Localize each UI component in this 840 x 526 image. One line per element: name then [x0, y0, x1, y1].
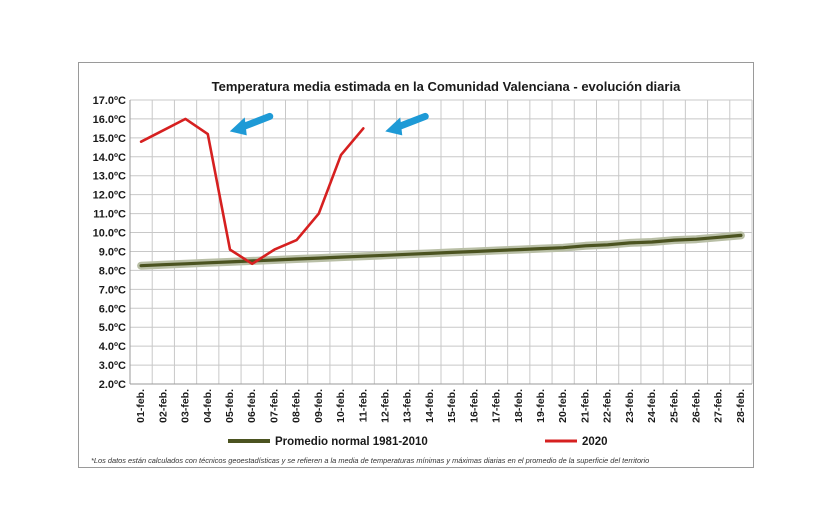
x-tick-label: 09-feb.	[313, 389, 325, 423]
annotations	[229, 112, 429, 136]
y-axis-ticks: 2.0ºC 3.0ºC 4.0ºC 5.0ºC 6.0ºC 7.0ºC 8.0ºC 9.0ºC…	[93, 95, 126, 391]
legend-label-2020: 2020	[582, 436, 608, 448]
x-tick-label: 26-feb.	[690, 389, 702, 423]
x-tick-label: 10-feb.	[335, 389, 347, 423]
y-tick-label: 9.0ºC	[99, 246, 126, 258]
x-tick-label: 07-feb.	[268, 389, 280, 423]
y-tick-label: 11.0ºC	[93, 209, 126, 221]
x-tick-label: 16-feb.	[468, 389, 480, 423]
x-tick-label: 01-feb.	[135, 389, 147, 423]
arrow-annotation-head	[385, 117, 403, 136]
y-tick-label: 16.0ºC	[93, 114, 126, 126]
series	[137, 117, 745, 270]
x-axis-ticks: 01-feb. 02-feb. 03-feb. 04-feb. 05-feb. 06-fe…	[135, 389, 747, 423]
y-tick-label: 7.0ºC	[99, 284, 126, 296]
y-tick-label: 8.0ºC	[99, 265, 126, 277]
x-tick-label: 20-feb.	[557, 389, 569, 423]
x-tick-label: 22-feb.	[602, 389, 614, 423]
x-tick-label: 27-feb.	[713, 389, 725, 423]
x-tick-label: 05-feb.	[224, 389, 236, 423]
x-tick-label: 24-feb.	[646, 389, 658, 423]
x-tick-label: 15-feb.	[446, 389, 458, 423]
y-tick-label: 4.0ºC	[99, 341, 126, 353]
x-tick-label: 17-feb.	[491, 389, 503, 423]
y-tick-label: 3.0ºC	[99, 360, 126, 372]
y-tick-label: 15.0ºC	[93, 133, 126, 145]
series-line-normal	[139, 233, 743, 268]
legend: Promedio normal 1981-2010 2020	[228, 436, 608, 448]
x-tick-label: 19-feb.	[535, 389, 547, 423]
x-tick-label: 14-feb.	[424, 389, 436, 423]
x-tick-label: 06-feb.	[246, 389, 258, 423]
arrow-annotation-head	[229, 117, 247, 136]
chart-title: Temperatura media estimada en la Comunid…	[212, 79, 681, 94]
grid	[129, 99, 753, 385]
x-tick-label: 03-feb.	[180, 389, 192, 423]
x-tick-label: 23-feb.	[624, 389, 636, 423]
x-tick-label: 04-feb.	[202, 389, 214, 423]
series-line-2020	[139, 117, 365, 266]
y-tick-label: 12.0ºC	[93, 190, 126, 202]
footnote: *Los datos están calculados con técnicos…	[91, 456, 649, 465]
x-tick-label: 25-feb.	[668, 389, 680, 423]
y-tick-label: 6.0ºC	[99, 303, 126, 315]
y-tick-label: 14.0ºC	[93, 152, 126, 164]
y-tick-label: 5.0ºC	[99, 322, 126, 334]
x-tick-label: 28-feb.	[735, 389, 747, 423]
x-tick-label: 13-feb.	[402, 389, 414, 423]
x-tick-label: 11-feb.	[357, 389, 369, 422]
y-tick-label: 13.0ºC	[93, 171, 126, 183]
x-tick-label: 12-feb.	[379, 389, 391, 423]
y-tick-label: 10.0ºC	[93, 228, 126, 240]
y-tick-label: 2.0ºC	[99, 379, 126, 391]
x-tick-label: 08-feb.	[291, 389, 303, 423]
y-tick-label: 17.0ºC	[93, 95, 126, 107]
legend-label-normal: Promedio normal 1981-2010	[275, 436, 428, 448]
x-tick-label: 18-feb.	[513, 389, 525, 423]
x-tick-label: 02-feb.	[157, 389, 169, 423]
x-tick-label: 21-feb.	[579, 389, 591, 423]
